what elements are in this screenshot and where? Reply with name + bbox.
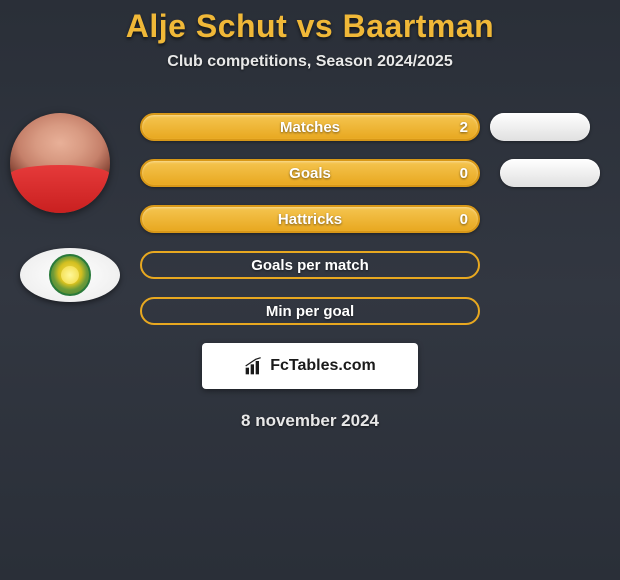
stat-bar-left: Goals 0 bbox=[140, 159, 480, 187]
stat-row: Goals per match bbox=[140, 251, 480, 279]
stat-label: Matches bbox=[280, 119, 340, 136]
comparison-card: Alje Schut vs Baartman Club competitions… bbox=[0, 0, 620, 431]
bar-chart-icon bbox=[244, 356, 264, 376]
stat-value-left: 2 bbox=[460, 119, 468, 136]
stat-bar-right bbox=[490, 113, 590, 141]
stats-area: Matches 2 Goals 0 Hattricks 0 Goals per match M… bbox=[0, 113, 620, 325]
stats-rows: Matches 2 Goals 0 Hattricks 0 Goals per match M… bbox=[140, 113, 480, 325]
stat-bar-left: Matches 2 bbox=[140, 113, 480, 141]
stat-label: Hattricks bbox=[278, 211, 342, 228]
club-badge bbox=[20, 248, 120, 302]
stat-label: Goals bbox=[289, 165, 331, 182]
stat-row: Matches 2 bbox=[140, 113, 480, 141]
stat-value-left: 0 bbox=[460, 211, 468, 228]
stat-label: Min per goal bbox=[266, 303, 354, 320]
stat-bar-right bbox=[500, 159, 600, 187]
stat-bar-left: Goals per match bbox=[140, 251, 480, 279]
stat-row: Goals 0 bbox=[140, 159, 480, 187]
page-subtitle: Club competitions, Season 2024/2025 bbox=[0, 53, 620, 71]
stat-label: Goals per match bbox=[251, 257, 369, 274]
club-badge-emblem bbox=[49, 254, 91, 296]
stat-bar-left: Min per goal bbox=[140, 297, 480, 325]
stat-value-left: 0 bbox=[460, 165, 468, 182]
date-label: 8 november 2024 bbox=[0, 411, 620, 431]
player-avatar bbox=[10, 113, 110, 213]
stat-bar-left: Hattricks 0 bbox=[140, 205, 480, 233]
branding-box: FcTables.com bbox=[202, 343, 418, 389]
page-title: Alje Schut vs Baartman bbox=[0, 8, 620, 45]
stat-row: Hattricks 0 bbox=[140, 205, 480, 233]
stat-row: Min per goal bbox=[140, 297, 480, 325]
branding-text: FcTables.com bbox=[270, 357, 376, 375]
